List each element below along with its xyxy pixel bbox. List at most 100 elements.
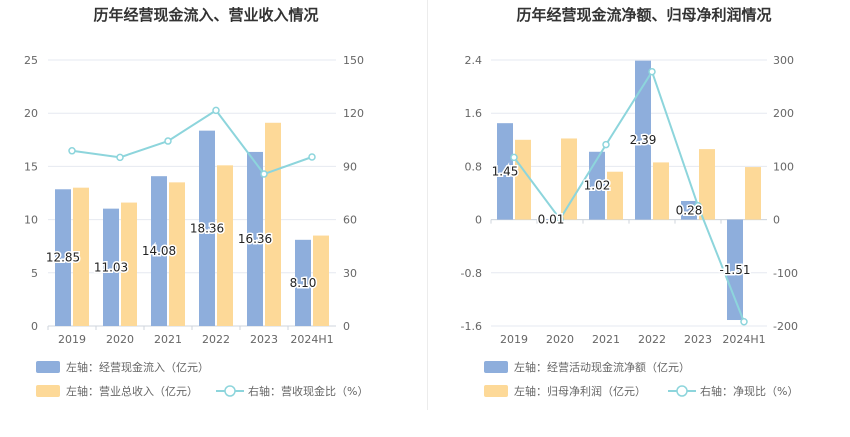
legend-swatch: [484, 385, 508, 397]
bar-series2: [745, 167, 761, 220]
bar-series1: [497, 123, 513, 220]
bar-data-label: 1.02: [584, 179, 611, 193]
chart-title: 历年经营现金流净额、归母净利润情况: [516, 6, 771, 24]
right-axis-tick-label: 100: [773, 160, 794, 173]
bar-data-label: 14.08: [142, 244, 176, 258]
bar-data-label: -1.51: [719, 263, 750, 277]
right-axis-tick-label: 30: [343, 267, 357, 280]
line-point: [308, 153, 316, 161]
x-axis-tick-label: 2024H1: [722, 333, 765, 346]
bar-series2: [217, 165, 233, 326]
bar-series1: [295, 239, 311, 326]
left-axis-tick-label: 5: [31, 267, 38, 280]
chart-panel-2: 历年经营现金流净额、归母净利润情况 -1.6 -0.8 0 0.8 1.6 2.4 -200 -…: [461, 6, 799, 398]
bar-data-label: 11.03: [94, 260, 128, 274]
x-axis-tick-label: 2021: [154, 333, 182, 346]
x-axis-tick-label: 2023: [684, 333, 712, 346]
left-axis-tick-label: 2.4: [465, 54, 483, 67]
line-point: [116, 153, 124, 162]
right-axis-tick-label: -100: [773, 267, 798, 280]
bar-series2: [169, 182, 185, 326]
bar-data-label: 16.36: [238, 232, 272, 246]
left-axis-tick-label: 25: [24, 54, 38, 67]
x-axis-tick-label: 2023: [250, 333, 278, 346]
legend-item: 左轴：归母净利润（亿元）: [484, 384, 646, 398]
bar-series2: [313, 235, 329, 326]
legend-swatch: [36, 385, 60, 397]
bar-data-label: 0.01: [538, 212, 565, 226]
right-axis-tick-label: 200: [773, 107, 794, 120]
line-point: [602, 140, 610, 149]
right-axis-tick-label: 90: [343, 160, 357, 173]
bar-series2: [73, 187, 89, 326]
bar-series1: [151, 176, 167, 326]
x-axis-tick-label: 2024H1: [290, 333, 333, 346]
bar-data-label: 8.10: [290, 276, 317, 290]
line-point: [556, 215, 564, 223]
bar-series2: [607, 171, 623, 220]
left-axis-tick-label: -0.8: [461, 267, 482, 280]
right-axis-tick-label: 300: [773, 54, 794, 67]
right-axis-tick-label: 120: [343, 107, 364, 120]
x-axis-tick-label: 2020: [106, 333, 134, 346]
right-axis-tick-label: -200: [773, 320, 798, 333]
right-axis-tick-label: 150: [343, 54, 364, 67]
line-series: [513, 69, 745, 323]
x-axis-tick-label: 2019: [500, 333, 528, 346]
left-axis-tick-label: 20: [24, 107, 38, 120]
left-axis-tick-label: 10: [24, 214, 38, 227]
x-axis-tick-label: 2019: [58, 333, 86, 346]
bar-series1: [589, 151, 605, 220]
left-axis-tick-label: 1.6: [465, 107, 483, 120]
bar-series2: [121, 202, 137, 326]
bar-series1: [681, 200, 697, 220]
legend-marker: [224, 385, 236, 397]
legend-label: 右轴：营收现金比（%）: [248, 384, 368, 398]
legend-marker: [676, 385, 688, 397]
x-axis-tick-label: 2022: [638, 333, 666, 346]
line-point: [740, 317, 748, 326]
legend-item: 左轴：经营现金流入（亿元）: [36, 360, 209, 374]
line-point: [510, 153, 518, 162]
legend-label: 左轴：经营现金流入（亿元）: [66, 360, 209, 374]
line-point: [68, 147, 76, 155]
bar-data-label: 18.36: [190, 221, 224, 235]
line-point: [164, 137, 172, 145]
legend-label: 左轴：归母净利润（亿元）: [514, 384, 646, 398]
bar-series2: [699, 149, 715, 220]
line-point: [260, 170, 268, 178]
legend-label: 左轴：经营活动现金流净额（亿元）: [514, 360, 690, 374]
x-axis-tick-label: 2020: [546, 333, 574, 346]
legend-item: 右轴：净现比（%）: [668, 384, 798, 398]
right-axis-tick-label: 0: [343, 320, 350, 333]
x-axis-tick-label: 2021: [592, 333, 620, 346]
legend-swatch: [484, 361, 508, 373]
bar-series1: [727, 219, 743, 321]
left-axis-tick-label: 15: [24, 160, 38, 173]
line-series: [71, 109, 313, 176]
bar-series1: [55, 189, 71, 326]
bar-series2: [561, 138, 577, 220]
bar-data-label: 0.28: [676, 203, 703, 217]
bar-data-label: 1.45: [492, 164, 519, 178]
bar-data-label: 2.39: [630, 133, 657, 147]
left-axis-tick-label: 0.8: [465, 160, 483, 173]
legend-item: 右轴：营收现金比（%）: [216, 384, 368, 398]
chart-panel-1: 历年经营现金流入、营业收入情况 0 5 10 15 20 25 0 30 60 90 120 150 20…: [24, 6, 368, 398]
bar-series1: [635, 60, 651, 220]
legend-item: 左轴：经营活动现金流净额（亿元）: [484, 360, 690, 374]
left-axis-tick-label: -1.6: [461, 320, 482, 333]
right-axis-tick-label: 60: [343, 214, 357, 227]
bar-series1: [103, 208, 119, 326]
bar-data-label: 12.85: [46, 251, 80, 265]
x-axis-tick-label: 2022: [202, 333, 230, 346]
bar-series2: [265, 122, 281, 326]
bar-series1: [543, 218, 559, 220]
legend-swatch: [36, 361, 60, 373]
line-point: [212, 106, 220, 115]
left-axis-tick-label: 0: [475, 214, 482, 227]
bar-series1: [199, 130, 215, 326]
bar-series1: [247, 151, 263, 326]
bar-series2: [653, 162, 669, 220]
